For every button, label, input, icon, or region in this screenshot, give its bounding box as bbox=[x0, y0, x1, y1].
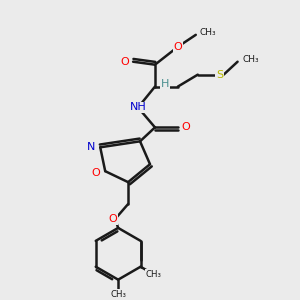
Text: CH₃: CH₃ bbox=[146, 270, 161, 279]
Text: O: O bbox=[92, 168, 100, 178]
Text: O: O bbox=[109, 214, 118, 224]
Text: S: S bbox=[216, 70, 223, 80]
Text: N: N bbox=[87, 142, 95, 152]
Text: CH₃: CH₃ bbox=[200, 28, 216, 37]
Text: CH₃: CH₃ bbox=[243, 55, 259, 64]
Text: O: O bbox=[173, 42, 182, 52]
Text: CH₃: CH₃ bbox=[110, 290, 126, 299]
Text: O: O bbox=[182, 122, 190, 132]
Text: NH: NH bbox=[130, 103, 146, 112]
Text: O: O bbox=[120, 57, 129, 67]
Text: H: H bbox=[161, 79, 169, 88]
